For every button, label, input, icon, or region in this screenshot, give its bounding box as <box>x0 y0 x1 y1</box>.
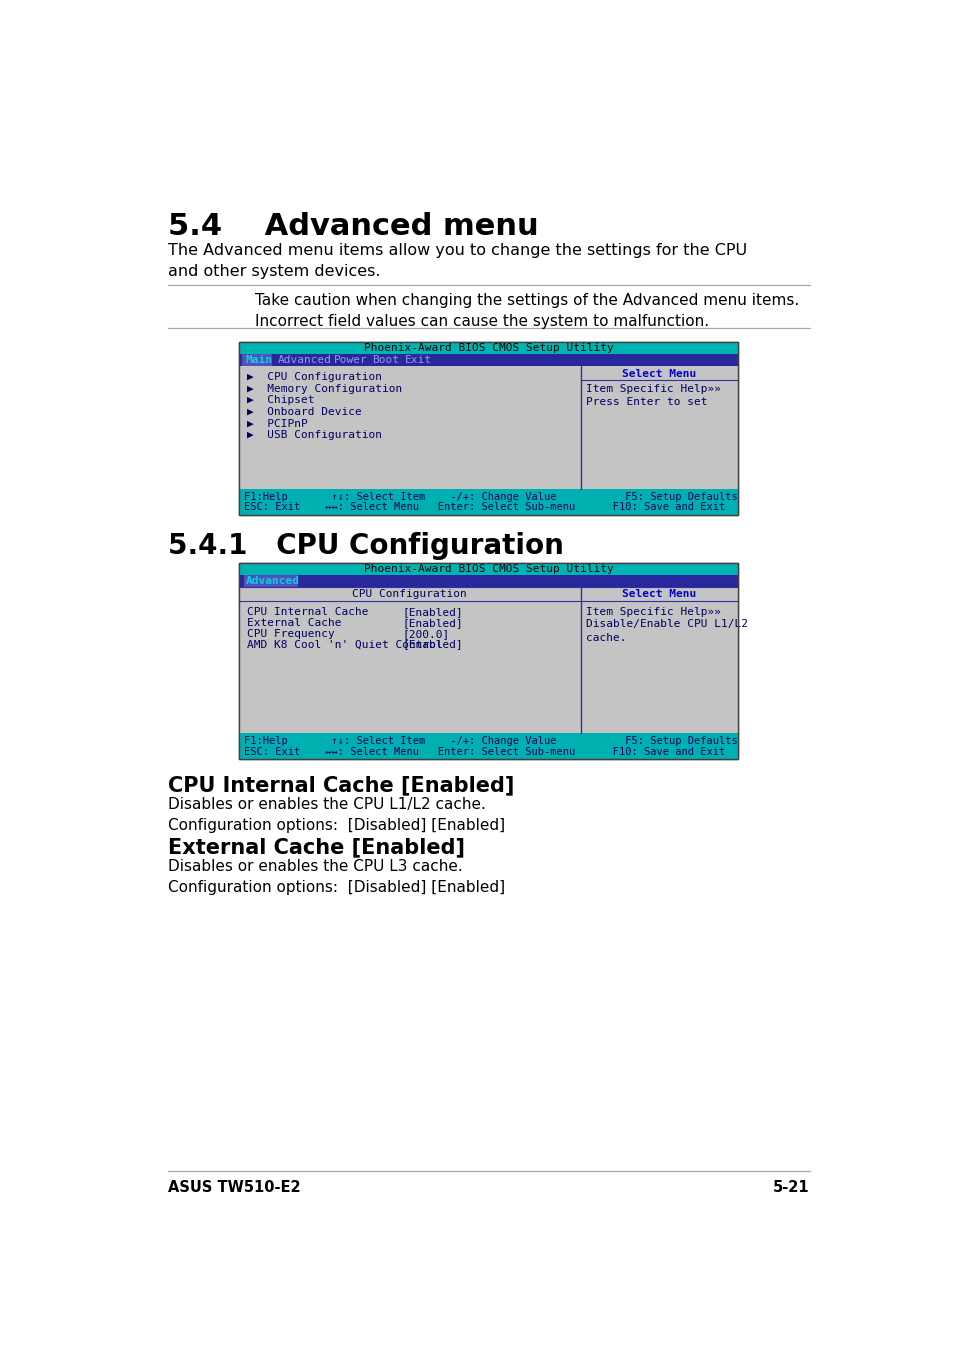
Bar <box>239 562 738 574</box>
Text: ▶  Chipset: ▶ Chipset <box>247 396 314 405</box>
Text: Phoenix-Award BIOS CMOS Setup Utility: Phoenix-Award BIOS CMOS Setup Utility <box>364 565 613 574</box>
Text: AMD K8 Cool 'n' Quiet Control: AMD K8 Cool 'n' Quiet Control <box>247 639 442 650</box>
Text: External Cache [Enabled]: External Cache [Enabled] <box>168 838 465 858</box>
Text: Item Specific Help»»: Item Specific Help»» <box>585 607 720 617</box>
Text: Take caution when changing the settings of the Advanced menu items.
Incorrect fi: Take caution when changing the settings … <box>254 293 799 330</box>
Text: Select Menu: Select Menu <box>621 369 696 380</box>
Text: ESC: Exit    ↔↔: Select Menu   Enter: Select Sub-menu      F10: Save and Exit: ESC: Exit ↔↔: Select Menu Enter: Select … <box>244 503 724 512</box>
Text: Power: Power <box>334 355 367 365</box>
Bar <box>239 342 738 354</box>
Text: Main: Main <box>245 355 273 365</box>
Bar <box>239 562 738 759</box>
Text: 5.4.1   CPU Configuration: 5.4.1 CPU Configuration <box>168 532 563 559</box>
Bar <box>239 342 738 515</box>
Text: The Advanced menu items allow you to change the settings for the CPU
and other s: The Advanced menu items allow you to cha… <box>168 243 746 278</box>
Text: ▶  CPU Configuration: ▶ CPU Configuration <box>247 373 382 382</box>
Text: 5-21: 5-21 <box>772 1179 809 1196</box>
Bar <box>239 489 738 515</box>
Text: ▶  PCIPnP: ▶ PCIPnP <box>247 419 308 428</box>
Text: CPU Configuration: CPU Configuration <box>352 589 467 600</box>
Bar <box>239 366 738 489</box>
Bar <box>242 354 272 366</box>
Bar <box>239 354 738 366</box>
Text: Exit: Exit <box>404 355 432 365</box>
Text: Press Enter to set: Press Enter to set <box>585 397 706 407</box>
Bar <box>244 574 298 588</box>
Text: Boot: Boot <box>372 355 399 365</box>
Text: [Enabled]: [Enabled] <box>402 617 462 628</box>
Text: Select Menu: Select Menu <box>621 589 696 600</box>
Text: ASUS TW510-E2: ASUS TW510-E2 <box>168 1179 300 1196</box>
Text: ESC: Exit    ↔↔: Select Menu   Enter: Select Sub-menu      F10: Save and Exit: ESC: Exit ↔↔: Select Menu Enter: Select … <box>244 747 724 757</box>
Bar <box>239 732 738 759</box>
Text: Phoenix-Award BIOS CMOS Setup Utility: Phoenix-Award BIOS CMOS Setup Utility <box>364 343 613 353</box>
Text: CPU Internal Cache: CPU Internal Cache <box>247 607 368 617</box>
Bar <box>239 562 738 759</box>
Text: [200.0]: [200.0] <box>402 628 449 639</box>
Text: 5.4    Advanced menu: 5.4 Advanced menu <box>168 212 538 242</box>
Text: Disables or enables the CPU L3 cache.
Configuration options:  [Disabled] [Enable: Disables or enables the CPU L3 cache. Co… <box>168 859 505 894</box>
Text: CPU Frequency: CPU Frequency <box>247 628 335 639</box>
Text: External Cache: External Cache <box>247 617 341 628</box>
Text: Disable/Enable CPU L1/L2
cache.: Disable/Enable CPU L1/L2 cache. <box>585 620 747 643</box>
Text: [Enabled]: [Enabled] <box>402 607 462 617</box>
Text: ▶  Onboard Device: ▶ Onboard Device <box>247 407 361 417</box>
Text: ▶  USB Configuration: ▶ USB Configuration <box>247 430 382 440</box>
Text: F1:Help       ↑↓: Select Item    -/+: Change Value           F5: Setup Defaults: F1:Help ↑↓: Select Item -/+: Change Valu… <box>244 492 737 501</box>
Text: Advanced: Advanced <box>245 577 299 586</box>
Text: F1:Help       ↑↓: Select Item    -/+: Change Value           F5: Setup Defaults: F1:Help ↑↓: Select Item -/+: Change Valu… <box>244 736 737 746</box>
Text: Item Specific Help»»: Item Specific Help»» <box>585 384 720 394</box>
Text: Disables or enables the CPU L1/L2 cache.
Configuration options:  [Disabled] [Ena: Disables or enables the CPU L1/L2 cache.… <box>168 797 505 834</box>
Text: ▶  Memory Configuration: ▶ Memory Configuration <box>247 384 402 394</box>
Bar <box>239 574 738 588</box>
Bar <box>239 342 738 515</box>
Text: Advanced: Advanced <box>278 355 332 365</box>
Bar <box>239 588 738 732</box>
Text: [Enabled]: [Enabled] <box>402 639 462 650</box>
Text: CPU Internal Cache [Enabled]: CPU Internal Cache [Enabled] <box>168 775 514 796</box>
